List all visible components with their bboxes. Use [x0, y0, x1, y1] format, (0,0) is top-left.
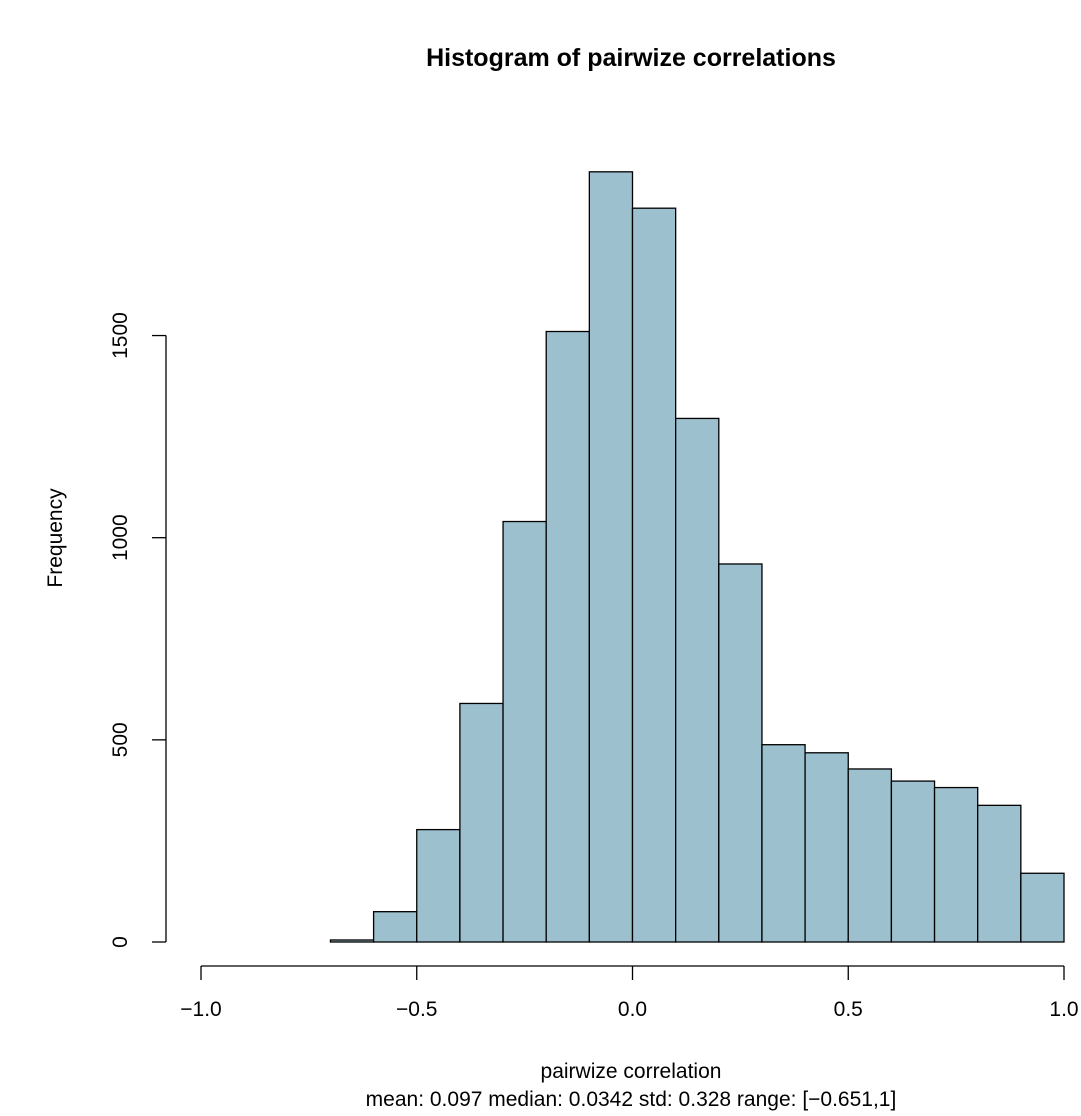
- histogram-bar: [847, 768, 893, 943]
- summary-statistics: mean: 0.097 median: 0.0342 std: 0.328 ra…: [366, 1088, 897, 1111]
- histogram-bar: [977, 804, 1022, 943]
- y-tick-label: 1500: [109, 312, 132, 359]
- x-axis: −1.0 −0.5 0.0 0.5 1.0: [180, 965, 1079, 1021]
- y-axis-title: Frequency: [44, 488, 67, 588]
- histogram-bar: [459, 702, 504, 943]
- chart-title: Histogram of pairwize correlations: [426, 44, 836, 72]
- y-tick-label: 0: [109, 936, 132, 948]
- y-tick-label: 500: [109, 722, 132, 757]
- histogram-bar: [502, 520, 547, 943]
- histogram-bar: [545, 330, 591, 943]
- histogram-bar: [804, 752, 849, 943]
- x-tick-label: 0.0: [618, 998, 647, 1021]
- histogram-bar: [933, 786, 979, 943]
- histogram-bar: [761, 744, 806, 943]
- histogram-bar: [675, 417, 720, 943]
- x-tick-label: 1.0: [1049, 998, 1078, 1021]
- histogram-bar: [416, 828, 461, 943]
- x-axis-title: pairwize correlation: [541, 1060, 722, 1083]
- x-tick-label: −0.5: [396, 998, 437, 1021]
- y-tick-label: 1000: [109, 514, 132, 561]
- histogram-bar: [631, 207, 677, 943]
- histogram-bar: [1020, 872, 1065, 943]
- histogram-bar: [372, 911, 418, 943]
- histogram-bar: [588, 171, 634, 943]
- bars-group: [329, 171, 1065, 943]
- histogram-bar: [718, 563, 763, 943]
- x-tick-label: −1.0: [180, 998, 221, 1021]
- histogram-bar: [329, 939, 375, 943]
- histogram-bar: [890, 780, 936, 943]
- x-tick-label: 0.5: [834, 998, 863, 1021]
- y-axis: 0 500 1000 1500: [109, 312, 167, 948]
